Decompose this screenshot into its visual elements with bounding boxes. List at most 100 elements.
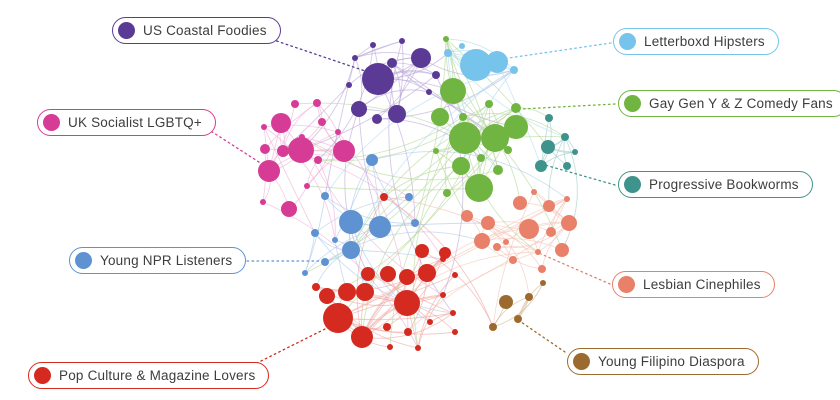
graph-node-letterboxd-hipsters[interactable] [486, 51, 508, 73]
graph-node-progressive-bookworms[interactable] [545, 114, 553, 122]
graph-node-pop-culture-magazine-lovers[interactable] [415, 244, 429, 258]
graph-node-lesbian-cinephiles[interactable] [474, 233, 490, 249]
graph-node-us-coastal-foodies[interactable] [351, 101, 367, 117]
graph-node-pop-culture-magazine-lovers[interactable] [323, 303, 353, 333]
graph-node-uk-socialist-lgbtq[interactable] [335, 129, 341, 135]
graph-node-young-npr-listeners[interactable] [332, 237, 338, 243]
graph-node-pop-culture-magazine-lovers[interactable] [404, 328, 412, 336]
graph-node-uk-socialist-lgbtq[interactable] [313, 99, 321, 107]
graph-node-gay-gen-y-z-comedy-fans[interactable] [511, 103, 521, 113]
graph-node-uk-socialist-lgbtq[interactable] [277, 145, 289, 157]
graph-node-us-coastal-foodies[interactable] [426, 89, 432, 95]
graph-node-gay-gen-y-z-comedy-fans[interactable] [493, 165, 503, 175]
graph-node-lesbian-cinephiles[interactable] [543, 200, 555, 212]
graph-node-pop-culture-magazine-lovers[interactable] [427, 319, 433, 325]
graph-node-pop-culture-magazine-lovers[interactable] [361, 267, 375, 281]
graph-node-gay-gen-y-z-comedy-fans[interactable] [443, 189, 451, 197]
graph-node-us-coastal-foodies[interactable] [370, 42, 376, 48]
graph-node-young-filipino-diaspora[interactable] [499, 295, 513, 309]
graph-node-pop-culture-magazine-lovers[interactable] [338, 283, 356, 301]
graph-node-us-coastal-foodies[interactable] [388, 105, 406, 123]
graph-node-pop-culture-magazine-lovers[interactable] [312, 283, 320, 291]
cluster-label-pill-us-coastal-foodies[interactable]: US Coastal Foodies [112, 17, 281, 44]
graph-node-pop-culture-magazine-lovers[interactable] [418, 264, 436, 282]
graph-node-gay-gen-y-z-comedy-fans[interactable] [485, 100, 493, 108]
graph-node-lesbian-cinephiles[interactable] [513, 196, 527, 210]
graph-node-uk-socialist-lgbtq[interactable] [299, 134, 305, 140]
graph-node-us-coastal-foodies[interactable] [432, 71, 440, 79]
graph-node-gay-gen-y-z-comedy-fans[interactable] [449, 122, 481, 154]
cluster-label-pill-progressive-bookworms[interactable]: Progressive Bookworms [618, 171, 813, 198]
graph-node-gay-gen-y-z-comedy-fans[interactable] [452, 157, 470, 175]
graph-node-pop-culture-magazine-lovers[interactable] [394, 290, 420, 316]
graph-node-us-coastal-foodies[interactable] [346, 82, 352, 88]
cluster-label-pill-gay-gen-y-z-comedy-fans[interactable]: Gay Gen Y & Z Comedy Fans [618, 90, 840, 117]
graph-node-lesbian-cinephiles[interactable] [561, 215, 577, 231]
graph-node-pop-culture-magazine-lovers[interactable] [383, 323, 391, 331]
graph-node-pop-culture-magazine-lovers[interactable] [399, 269, 415, 285]
graph-node-young-npr-listeners[interactable] [321, 258, 329, 266]
graph-node-pop-culture-magazine-lovers[interactable] [351, 326, 373, 348]
graph-node-gay-gen-y-z-comedy-fans[interactable] [440, 78, 466, 104]
graph-node-progressive-bookworms[interactable] [561, 133, 569, 141]
cluster-label-pill-uk-socialist-lgbtq[interactable]: UK Socialist LGBTQ+ [37, 109, 216, 136]
graph-node-lesbian-cinephiles[interactable] [461, 210, 473, 222]
graph-node-young-filipino-diaspora[interactable] [525, 293, 533, 301]
graph-node-lesbian-cinephiles[interactable] [503, 239, 509, 245]
graph-node-young-npr-listeners[interactable] [311, 229, 319, 237]
graph-node-uk-socialist-lgbtq[interactable] [260, 199, 266, 205]
graph-node-young-npr-listeners[interactable] [339, 210, 363, 234]
graph-node-uk-socialist-lgbtq[interactable] [261, 124, 267, 130]
graph-node-progressive-bookworms[interactable] [541, 140, 555, 154]
graph-node-letterboxd-hipsters[interactable] [510, 66, 518, 74]
graph-node-uk-socialist-lgbtq[interactable] [271, 113, 291, 133]
graph-node-lesbian-cinephiles[interactable] [493, 243, 501, 251]
graph-node-us-coastal-foodies[interactable] [387, 58, 397, 68]
graph-node-pop-culture-magazine-lovers[interactable] [387, 344, 393, 350]
graph-node-pop-culture-magazine-lovers[interactable] [380, 193, 388, 201]
graph-node-lesbian-cinephiles[interactable] [555, 243, 569, 257]
graph-node-gay-gen-y-z-comedy-fans[interactable] [433, 148, 439, 154]
graph-node-uk-socialist-lgbtq[interactable] [288, 137, 314, 163]
graph-node-lesbian-cinephiles[interactable] [564, 196, 570, 202]
graph-node-progressive-bookworms[interactable] [535, 160, 547, 172]
graph-node-pop-culture-magazine-lovers[interactable] [319, 288, 335, 304]
graph-node-us-coastal-foodies[interactable] [362, 63, 394, 95]
cluster-label-pill-pop-culture-magazine-lovers[interactable]: Pop Culture & Magazine Lovers [28, 362, 270, 389]
graph-node-us-coastal-foodies[interactable] [411, 48, 431, 68]
graph-node-uk-socialist-lgbtq[interactable] [333, 140, 355, 162]
graph-node-young-filipino-diaspora[interactable] [489, 323, 497, 331]
graph-node-pop-culture-magazine-lovers[interactable] [415, 345, 421, 351]
graph-node-lesbian-cinephiles[interactable] [546, 227, 556, 237]
cluster-label-pill-letterboxd-hipsters[interactable]: Letterboxd Hipsters [613, 28, 779, 55]
cluster-label-pill-young-filipino-diaspora[interactable]: Young Filipino Diaspora [567, 348, 759, 375]
graph-node-uk-socialist-lgbtq[interactable] [291, 100, 299, 108]
graph-node-progressive-bookworms[interactable] [572, 149, 578, 155]
graph-node-pop-culture-magazine-lovers[interactable] [452, 329, 458, 335]
graph-node-gay-gen-y-z-comedy-fans[interactable] [431, 108, 449, 126]
graph-node-progressive-bookworms[interactable] [563, 162, 571, 170]
graph-node-gay-gen-y-z-comedy-fans[interactable] [504, 115, 528, 139]
graph-node-uk-socialist-lgbtq[interactable] [260, 144, 270, 154]
graph-node-gay-gen-y-z-comedy-fans[interactable] [481, 124, 509, 152]
graph-node-gay-gen-y-z-comedy-fans[interactable] [504, 146, 512, 154]
graph-node-young-npr-listeners[interactable] [411, 219, 419, 227]
graph-node-young-filipino-diaspora[interactable] [540, 280, 546, 286]
graph-node-pop-culture-magazine-lovers[interactable] [380, 266, 396, 282]
graph-node-young-npr-listeners[interactable] [369, 216, 391, 238]
graph-node-pop-culture-magazine-lovers[interactable] [440, 256, 446, 262]
graph-node-letterboxd-hipsters[interactable] [460, 49, 492, 81]
graph-node-letterboxd-hipsters[interactable] [444, 49, 452, 57]
graph-node-lesbian-cinephiles[interactable] [519, 219, 539, 239]
graph-node-lesbian-cinephiles[interactable] [535, 249, 541, 255]
graph-node-gay-gen-y-z-comedy-fans[interactable] [465, 174, 493, 202]
graph-node-uk-socialist-lgbtq[interactable] [304, 183, 310, 189]
cluster-label-pill-young-npr-listeners[interactable]: Young NPR Listeners [69, 247, 247, 274]
graph-node-lesbian-cinephiles[interactable] [481, 216, 495, 230]
graph-node-lesbian-cinephiles[interactable] [531, 189, 537, 195]
graph-node-letterboxd-hipsters[interactable] [459, 43, 465, 49]
graph-node-us-coastal-foodies[interactable] [352, 55, 358, 61]
graph-node-young-npr-listeners[interactable] [342, 241, 360, 259]
graph-node-pop-culture-magazine-lovers[interactable] [450, 310, 456, 316]
graph-node-lesbian-cinephiles[interactable] [509, 256, 517, 264]
